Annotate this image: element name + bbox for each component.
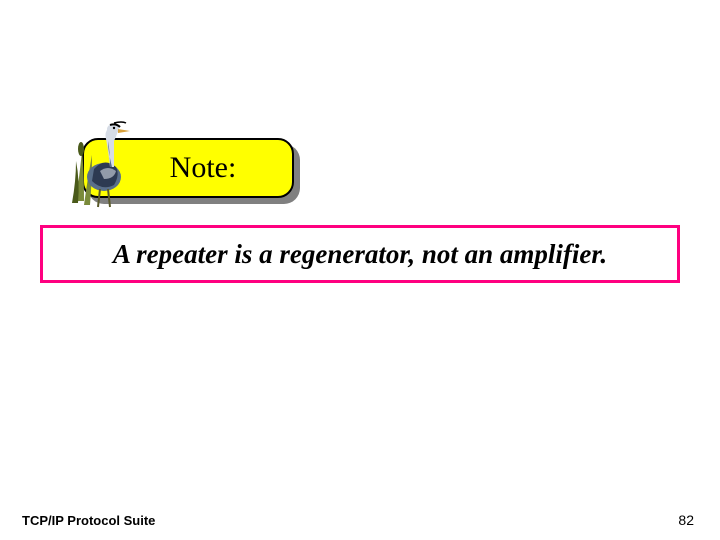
message-box: A repeater is a regenerator, not an ampl… [40, 225, 680, 283]
heron-icon [70, 121, 130, 209]
slide: Note: A repeater is a regenerator, not a… [0, 0, 720, 540]
note-label: Note: [170, 151, 237, 185]
page-number: 82 [678, 512, 694, 528]
footer-title: TCP/IP Protocol Suite [22, 513, 155, 528]
message-text: A repeater is a regenerator, not an ampl… [113, 239, 607, 270]
